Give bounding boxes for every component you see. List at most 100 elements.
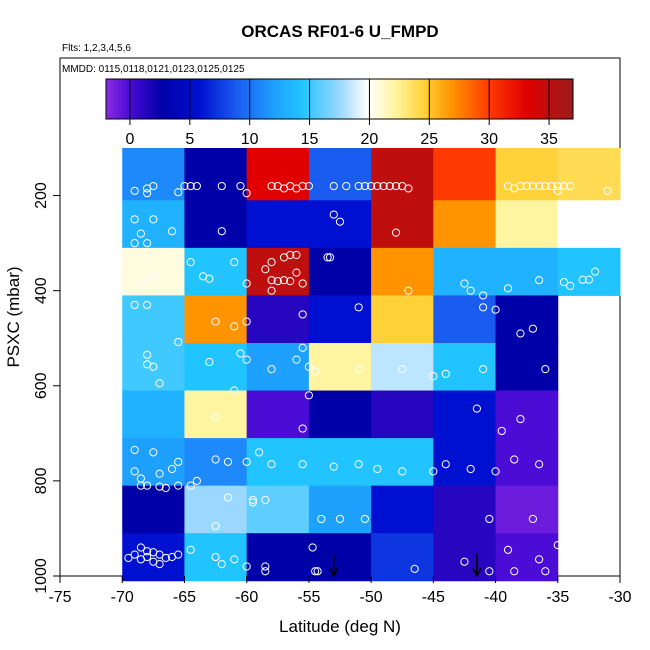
x-tick-label: -40	[484, 589, 507, 606]
data-point	[479, 365, 488, 374]
data-point	[167, 464, 177, 474]
data-point	[311, 567, 320, 576]
heatmap-cell	[308, 247, 372, 296]
x-axis-label: Latitude (deg N)	[279, 617, 401, 636]
data-point	[329, 210, 338, 219]
data-point	[298, 181, 307, 191]
data-point	[479, 291, 488, 300]
data-point	[261, 265, 270, 274]
heatmap-cell	[308, 295, 372, 344]
data-point	[342, 181, 351, 191]
data-point	[429, 467, 438, 476]
arrow-head	[472, 567, 482, 578]
colorbar-tick-label: 35	[540, 131, 558, 148]
data-point	[292, 355, 301, 364]
heatmap-cell	[495, 390, 559, 439]
heatmap-cell	[495, 247, 559, 296]
heatmap-cell	[557, 148, 621, 201]
data-point	[466, 464, 475, 474]
heatmap-cell	[308, 200, 372, 249]
data-point	[491, 305, 500, 314]
data-point	[186, 181, 195, 191]
y-axis: 200 400 600 800 1000	[33, 182, 60, 594]
data-point	[155, 550, 164, 559]
heatmap-cell	[246, 295, 310, 344]
data-point	[205, 357, 214, 367]
data-point	[279, 276, 289, 285]
data-point	[205, 274, 214, 283]
data-point	[354, 460, 363, 469]
data-point	[124, 553, 133, 563]
data-point	[130, 300, 139, 310]
colorbar: 0 5 10 15 20 25 30 35	[105, 78, 574, 148]
x-tick-label: -75	[48, 589, 71, 606]
heatmap-cell	[433, 200, 497, 249]
colorbar-tick-label: 15	[301, 131, 319, 148]
data-point	[304, 391, 313, 400]
data-point	[242, 317, 251, 326]
data-point	[286, 277, 295, 286]
data-point	[211, 552, 220, 562]
data-point	[304, 362, 313, 371]
heatmap-cell	[433, 390, 497, 439]
data-point	[460, 557, 469, 566]
heatmap-cell	[433, 485, 497, 534]
heatmap-cell	[246, 200, 310, 249]
data-point	[298, 424, 307, 433]
x-tick-label: -35	[546, 589, 569, 606]
data-point	[174, 481, 183, 490]
heatmap-cell	[308, 438, 372, 487]
heatmap-cell	[122, 247, 185, 296]
data-point	[136, 277, 145, 286]
heatmap-cell	[122, 342, 185, 392]
heatmap-cell	[246, 485, 310, 534]
data-point	[161, 483, 170, 493]
data-point	[311, 367, 320, 376]
data-point	[522, 181, 531, 191]
y-tick-label: 600	[33, 372, 50, 399]
data-point	[130, 467, 139, 476]
data-point	[541, 181, 550, 191]
data-point	[267, 258, 276, 267]
data-point	[541, 567, 550, 576]
data-point	[441, 369, 450, 378]
colorbar-tick-label: 0	[125, 131, 134, 148]
data-point	[130, 445, 139, 455]
data-point	[130, 550, 139, 559]
y-tick-label: 200	[33, 182, 50, 209]
observation-points	[124, 181, 612, 576]
heatmap-cell	[184, 390, 248, 439]
heatmap-cell	[557, 247, 621, 296]
y-axis-label: PSXC (mbar)	[4, 266, 23, 367]
data-point	[298, 343, 307, 352]
data-point	[230, 258, 239, 267]
heatmap-cell	[371, 438, 434, 487]
data-point	[491, 467, 500, 476]
data-point	[535, 460, 544, 469]
data-point	[242, 279, 251, 288]
data-point	[136, 543, 145, 552]
data-point	[559, 278, 569, 287]
heatmap-cell	[495, 485, 559, 534]
data-point	[298, 279, 307, 288]
data-point	[143, 300, 152, 310]
data-point	[267, 460, 276, 469]
data-point	[404, 184, 413, 193]
data-point	[174, 188, 183, 197]
data-point	[584, 275, 593, 284]
data-point	[535, 555, 544, 564]
data-point	[603, 186, 612, 195]
data-point	[510, 567, 519, 576]
data-point	[298, 310, 307, 319]
heatmap-cell	[184, 148, 248, 201]
colorbar-ticks: 0 5 10 15 20 25 30 35	[125, 79, 558, 148]
data-point	[547, 181, 556, 191]
data-point	[528, 324, 537, 333]
data-point	[591, 267, 600, 276]
data-point	[335, 217, 345, 226]
colorbar-tick-label: 5	[185, 131, 194, 148]
data-point	[485, 514, 494, 524]
data-point	[273, 277, 282, 286]
heatmap-cell	[184, 295, 248, 344]
data-point	[186, 481, 195, 490]
